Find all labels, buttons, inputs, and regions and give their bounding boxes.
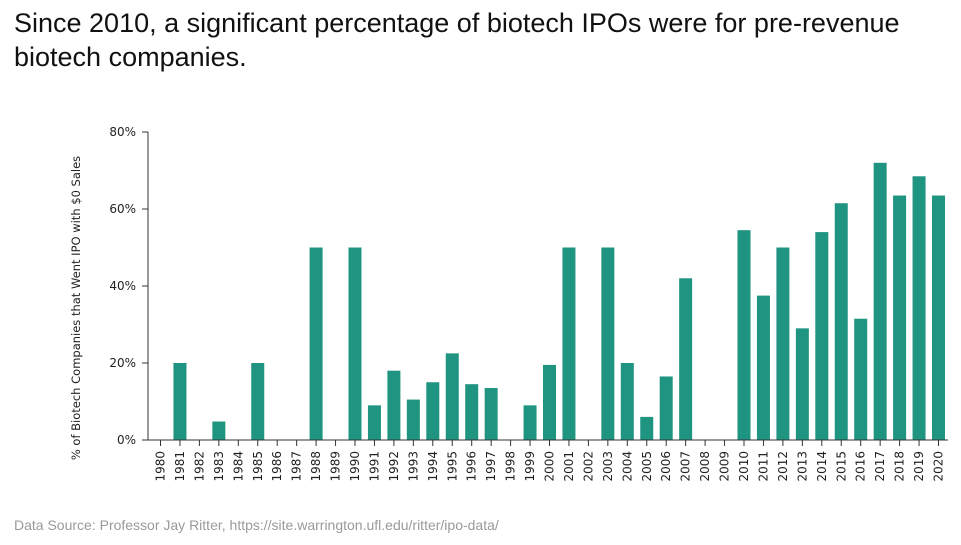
x-tick-label: 2006: [659, 451, 673, 482]
x-tick-label: 2007: [679, 451, 693, 482]
x-tick-label: 2009: [718, 451, 732, 482]
bar-2000: [543, 364, 556, 440]
bar-2007: [679, 278, 693, 440]
x-tick-label: 2003: [601, 451, 615, 482]
bar-2017: [873, 162, 887, 441]
bar-1997: [484, 388, 498, 440]
x-tick-label: 2011: [756, 451, 770, 482]
bar-2018: [893, 195, 907, 440]
x-tick-label: 1996: [465, 451, 479, 482]
bar-1999: [523, 405, 537, 440]
y-axis-ticks: 0% 20% 40% 60% 80%: [109, 125, 148, 447]
x-tick-label: 2015: [834, 451, 848, 482]
x-axis-ticks: 1980 1981 1982 1983 1984 1985 1986 1987 1988 1989…: [154, 440, 946, 482]
chart-title: Since 2010, a significant percentage of …: [14, 8, 900, 72]
bar-1994: [426, 382, 440, 440]
bar-1996: [465, 384, 479, 440]
bar-2006: [659, 376, 673, 440]
bar-2012: [776, 247, 790, 440]
y-tick-label: 80%: [109, 125, 136, 139]
x-tick-label: 2012: [776, 451, 790, 482]
bar-1981: [173, 363, 187, 440]
bar-2001: [562, 247, 576, 440]
x-tick-label: 2016: [854, 451, 868, 482]
x-tick-label: 1980: [154, 451, 168, 482]
bars-group: [173, 162, 945, 441]
y-tick-label: 60%: [109, 202, 136, 216]
bar-2019: [912, 176, 926, 440]
x-tick-label: 2020: [932, 451, 946, 482]
x-tick-label: 2017: [873, 451, 887, 482]
bar-1995: [445, 353, 459, 440]
bar-1990: [348, 247, 362, 440]
y-tick-label: 40%: [109, 279, 136, 293]
x-tick-label: 2014: [815, 451, 829, 482]
x-tick-label: 1994: [426, 451, 440, 482]
bar-2004: [620, 363, 634, 440]
x-tick-label: 1990: [348, 451, 362, 482]
bar-2020: [932, 195, 945, 440]
x-tick-label: 1981: [173, 451, 187, 482]
x-tick-label: 2004: [620, 451, 634, 482]
x-tick-label: 2000: [543, 451, 557, 482]
x-tick-label: 2001: [562, 451, 576, 482]
x-tick-label: 2005: [640, 451, 654, 482]
bar-1988: [309, 247, 323, 440]
x-tick-label: 2002: [581, 451, 595, 482]
x-tick-label: 1995: [445, 451, 459, 482]
bar-2015: [834, 203, 848, 440]
bar-1985: [251, 363, 265, 440]
x-tick-label: 1987: [290, 451, 304, 482]
x-tick-label: 1984: [231, 451, 245, 482]
bar-1993: [406, 399, 420, 440]
x-tick-label: 1989: [329, 451, 343, 482]
bar-1992: [387, 370, 401, 440]
x-tick-label: 1988: [309, 451, 323, 482]
bar-2016: [854, 318, 868, 440]
bar-2003: [601, 247, 615, 440]
bar-1983: [212, 421, 226, 440]
y-tick-label: 0%: [117, 433, 136, 447]
x-tick-label: 1997: [484, 451, 498, 482]
data-source-note: Data Source: Professor Jay Ritter, https…: [14, 517, 499, 533]
x-tick-label: 1999: [523, 451, 537, 482]
x-tick-label: 1991: [367, 451, 381, 482]
y-tick-label: 20%: [109, 356, 136, 370]
x-tick-label: 2013: [795, 451, 809, 482]
x-tick-label: 1983: [212, 451, 226, 482]
bar-2010: [737, 230, 751, 440]
x-tick-label: 1998: [504, 451, 518, 482]
x-tick-label: 1986: [270, 451, 284, 482]
x-tick-label: 2008: [698, 451, 712, 482]
x-tick-label: 1985: [251, 451, 265, 482]
y-axis-label: % of Biotech Companies that Went IPO wit…: [69, 156, 83, 460]
bar-2013: [795, 328, 809, 440]
bar-2014: [815, 232, 829, 440]
x-tick-label: 1982: [192, 451, 206, 482]
bar-2011: [756, 295, 770, 440]
x-tick-label: 2018: [893, 451, 907, 482]
x-tick-label: 2019: [912, 451, 926, 482]
x-tick-label: 1993: [406, 451, 420, 482]
x-tick-label: 1992: [387, 451, 401, 482]
x-tick-label: 2010: [737, 451, 751, 482]
bar-2005: [640, 416, 654, 440]
bar-1991: [367, 405, 381, 440]
